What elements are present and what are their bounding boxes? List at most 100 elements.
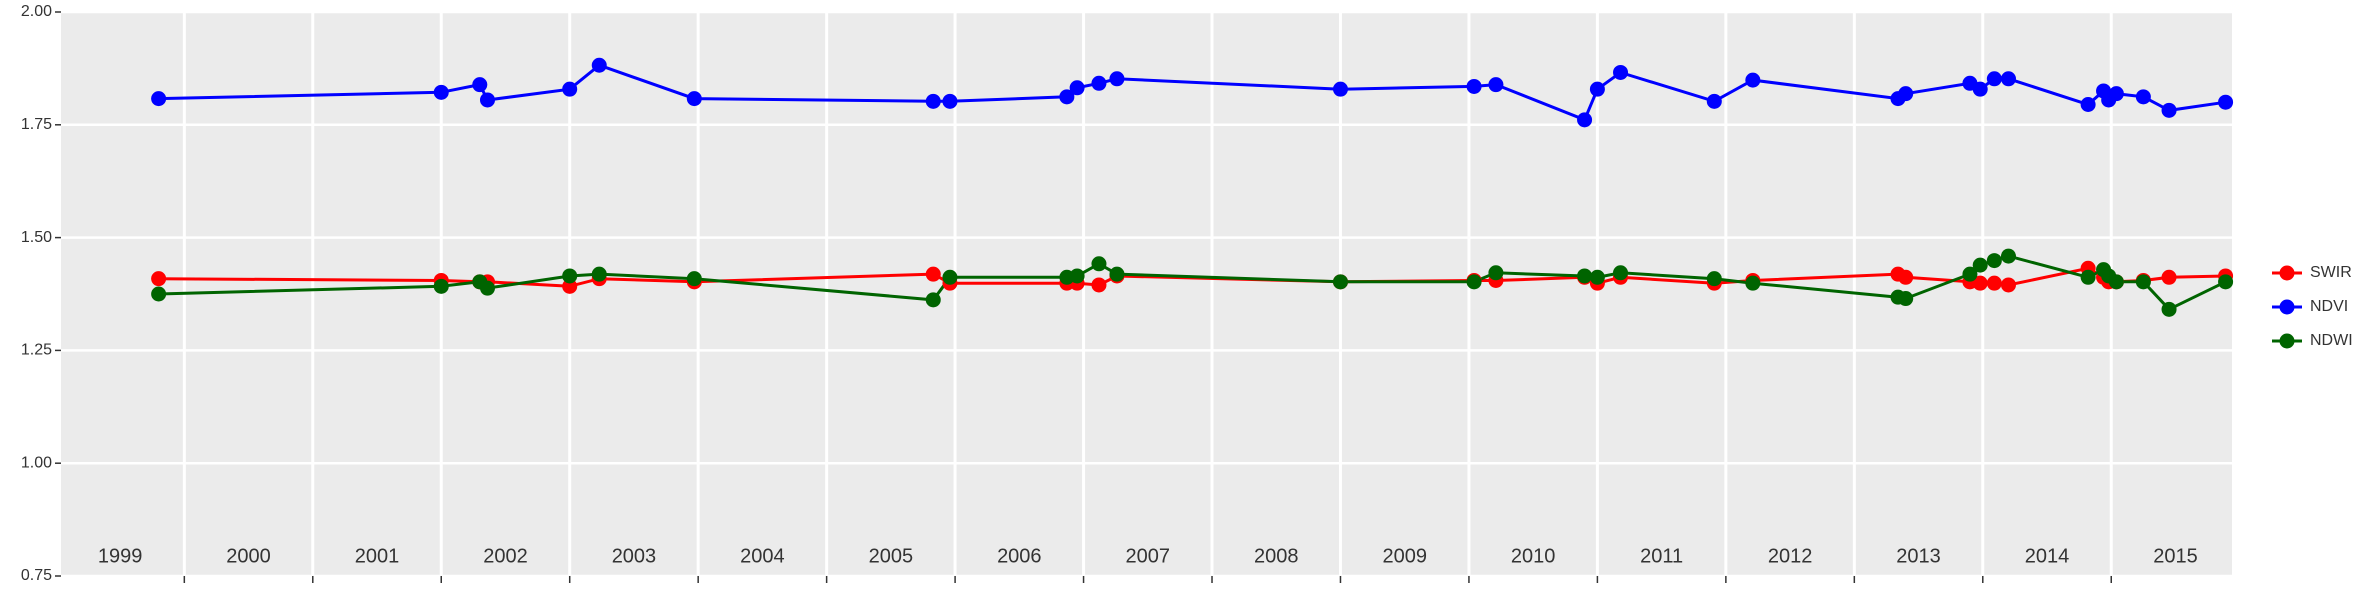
y-tick-label: 1.75 [21, 116, 52, 133]
data-point [151, 286, 167, 302]
data-point [433, 84, 449, 100]
x-tick-label: 2010 [1511, 545, 1556, 567]
data-point [1986, 71, 2002, 87]
legend-key-point [2279, 333, 2295, 349]
x-tick-label: 2001 [355, 545, 400, 567]
data-point [1986, 275, 2002, 291]
data-point [2080, 269, 2096, 285]
data-point [1972, 257, 1988, 273]
data-point [562, 81, 578, 97]
legend-label: NDWI [2310, 332, 2353, 349]
legend-label: SWIR [2310, 264, 2352, 281]
x-tick-label: 2013 [1896, 545, 1941, 567]
data-point [2000, 277, 2016, 293]
data-point [562, 268, 578, 284]
data-point [151, 271, 167, 287]
data-point [1898, 269, 1914, 285]
x-tick-label: 2014 [2025, 545, 2070, 567]
y-tick-label: 1.25 [21, 342, 52, 359]
data-point [2108, 274, 2124, 290]
y-tick-label: 0.75 [21, 567, 52, 584]
data-point [925, 292, 941, 308]
data-point [2135, 274, 2151, 290]
data-point [433, 278, 449, 294]
data-point [472, 77, 488, 93]
data-point [1706, 93, 1722, 109]
x-tick-label: 2007 [1126, 545, 1171, 567]
y-tick-label: 2.00 [21, 3, 52, 20]
data-point [1745, 275, 1761, 291]
data-point [2218, 94, 2234, 110]
data-point [686, 91, 702, 107]
data-point [925, 266, 941, 282]
x-tick-label: 2011 [1640, 545, 1683, 567]
data-point [151, 91, 167, 107]
data-point [942, 93, 958, 109]
data-point [1091, 256, 1107, 272]
data-point [1613, 265, 1629, 281]
data-point [2080, 96, 2096, 112]
x-tick-label: 2004 [740, 545, 785, 567]
data-point [942, 269, 958, 285]
data-point [1091, 75, 1107, 91]
data-point [2108, 86, 2124, 102]
data-point [479, 92, 495, 108]
legend-label: NDVI [2310, 298, 2348, 315]
x-tick-label: 2005 [869, 545, 914, 567]
data-point [2000, 71, 2016, 87]
data-point [1488, 265, 1504, 281]
x-tick-label: 2015 [2153, 545, 2198, 567]
data-point [591, 266, 607, 282]
data-point [2218, 274, 2234, 290]
data-point [1109, 266, 1125, 282]
y-tick-label: 1.50 [21, 229, 52, 246]
data-point [2000, 248, 2016, 264]
legend-key-point [2279, 299, 2295, 315]
x-tick-label: 2006 [997, 545, 1042, 567]
data-point [562, 278, 578, 294]
data-point [1589, 269, 1605, 285]
data-point [1962, 266, 1978, 282]
data-point [1745, 72, 1761, 88]
legend-key-point [2279, 265, 2295, 281]
data-point [1986, 253, 2002, 269]
x-tick-label: 1999 [98, 545, 143, 567]
data-point [1332, 81, 1348, 97]
data-point [1466, 274, 1482, 290]
data-point [1613, 64, 1629, 80]
data-point [1059, 89, 1075, 105]
data-point [479, 280, 495, 296]
data-point [1488, 77, 1504, 93]
data-point [1466, 78, 1482, 94]
data-point [1972, 81, 1988, 97]
data-point [1091, 277, 1107, 293]
y-tick-label: 1.00 [21, 454, 52, 471]
legend: SWIR NDVI NDWI [2272, 264, 2353, 349]
data-point [2135, 89, 2151, 105]
data-point [1069, 80, 1085, 96]
series-line [158, 63, 2226, 122]
data-point [686, 271, 702, 287]
data-point [1332, 274, 1348, 290]
data-point [1577, 112, 1593, 128]
x-tick-label: 2008 [1254, 545, 1299, 567]
data-point [1898, 291, 1914, 307]
x-tick-label: 2002 [483, 545, 528, 567]
x-tick-label: 2003 [612, 545, 657, 567]
data-point [1972, 275, 1988, 291]
data-point [1109, 71, 1125, 87]
data-point [2161, 269, 2177, 285]
data-point [591, 57, 607, 73]
data-point [1898, 86, 1914, 102]
data-point [925, 93, 941, 109]
data-point [2161, 102, 2177, 118]
x-tick-label: 2012 [1768, 545, 1813, 567]
x-tick-label: 2000 [226, 545, 271, 567]
data-point [1706, 271, 1722, 287]
data-point [1577, 268, 1593, 284]
data-point [1069, 268, 1085, 284]
data-point [2161, 301, 2177, 317]
data-point [1589, 81, 1605, 97]
x-tick-label: 2009 [1382, 545, 1427, 567]
